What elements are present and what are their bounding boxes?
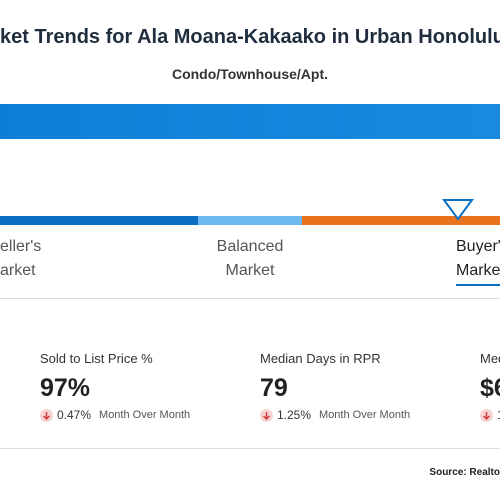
metric-change: 0.47% Month Over Month	[40, 408, 190, 422]
metric-label: Median Days in RPR	[260, 351, 381, 366]
scale-label-line: Buyer'	[456, 238, 500, 255]
metric-label: Sold to List Price %	[40, 351, 153, 366]
buyers-segment	[302, 216, 500, 225]
divider	[0, 298, 500, 299]
active-underline	[456, 284, 500, 286]
arrow	[42, 411, 51, 420]
sellers-segment	[0, 216, 198, 225]
market-marker	[442, 199, 474, 221]
down-arrow-icon	[480, 408, 493, 422]
change-value: 1	[497, 408, 500, 422]
scale-label-line: Market	[225, 262, 275, 279]
source: Source: Realto	[429, 467, 500, 478]
change-period: Month Over Month	[319, 409, 411, 421]
scale-label-line: Market	[456, 262, 500, 279]
scale-label-active: Buyer' Market	[456, 235, 500, 283]
change-value: 0.47%	[57, 408, 92, 422]
title: ket Trends for Ala Moana-Kakaako in Urba…	[0, 26, 500, 48]
metric-value: $6	[480, 374, 500, 402]
metric-change: 1	[480, 408, 500, 422]
scale-label-line: eller's	[0, 238, 42, 255]
marker-triangle	[442, 199, 474, 221]
metric-value: 79	[260, 374, 288, 402]
balanced-segment	[198, 216, 302, 225]
scale-label: Balanced Market	[190, 235, 310, 283]
down-arrow-icon	[40, 408, 53, 422]
arrow	[482, 411, 491, 420]
scale-label: eller's arket	[0, 235, 41, 283]
metric-value: 97%	[40, 374, 91, 402]
metric-label: Med	[480, 351, 500, 366]
subtitle: Condo/Townhouse/Apt.	[171, 66, 329, 82]
arrow	[262, 411, 271, 420]
scale-label-line: arket	[0, 262, 36, 279]
change-period: Month Over Month	[99, 409, 191, 421]
down-arrow-icon	[260, 408, 273, 422]
divider	[0, 448, 500, 449]
change-value: 1.25%	[277, 408, 312, 422]
scale-label-line: Balanced	[216, 238, 284, 255]
banner-bar	[0, 104, 500, 139]
metric-change: 1.25% Month Over Month	[260, 408, 410, 422]
